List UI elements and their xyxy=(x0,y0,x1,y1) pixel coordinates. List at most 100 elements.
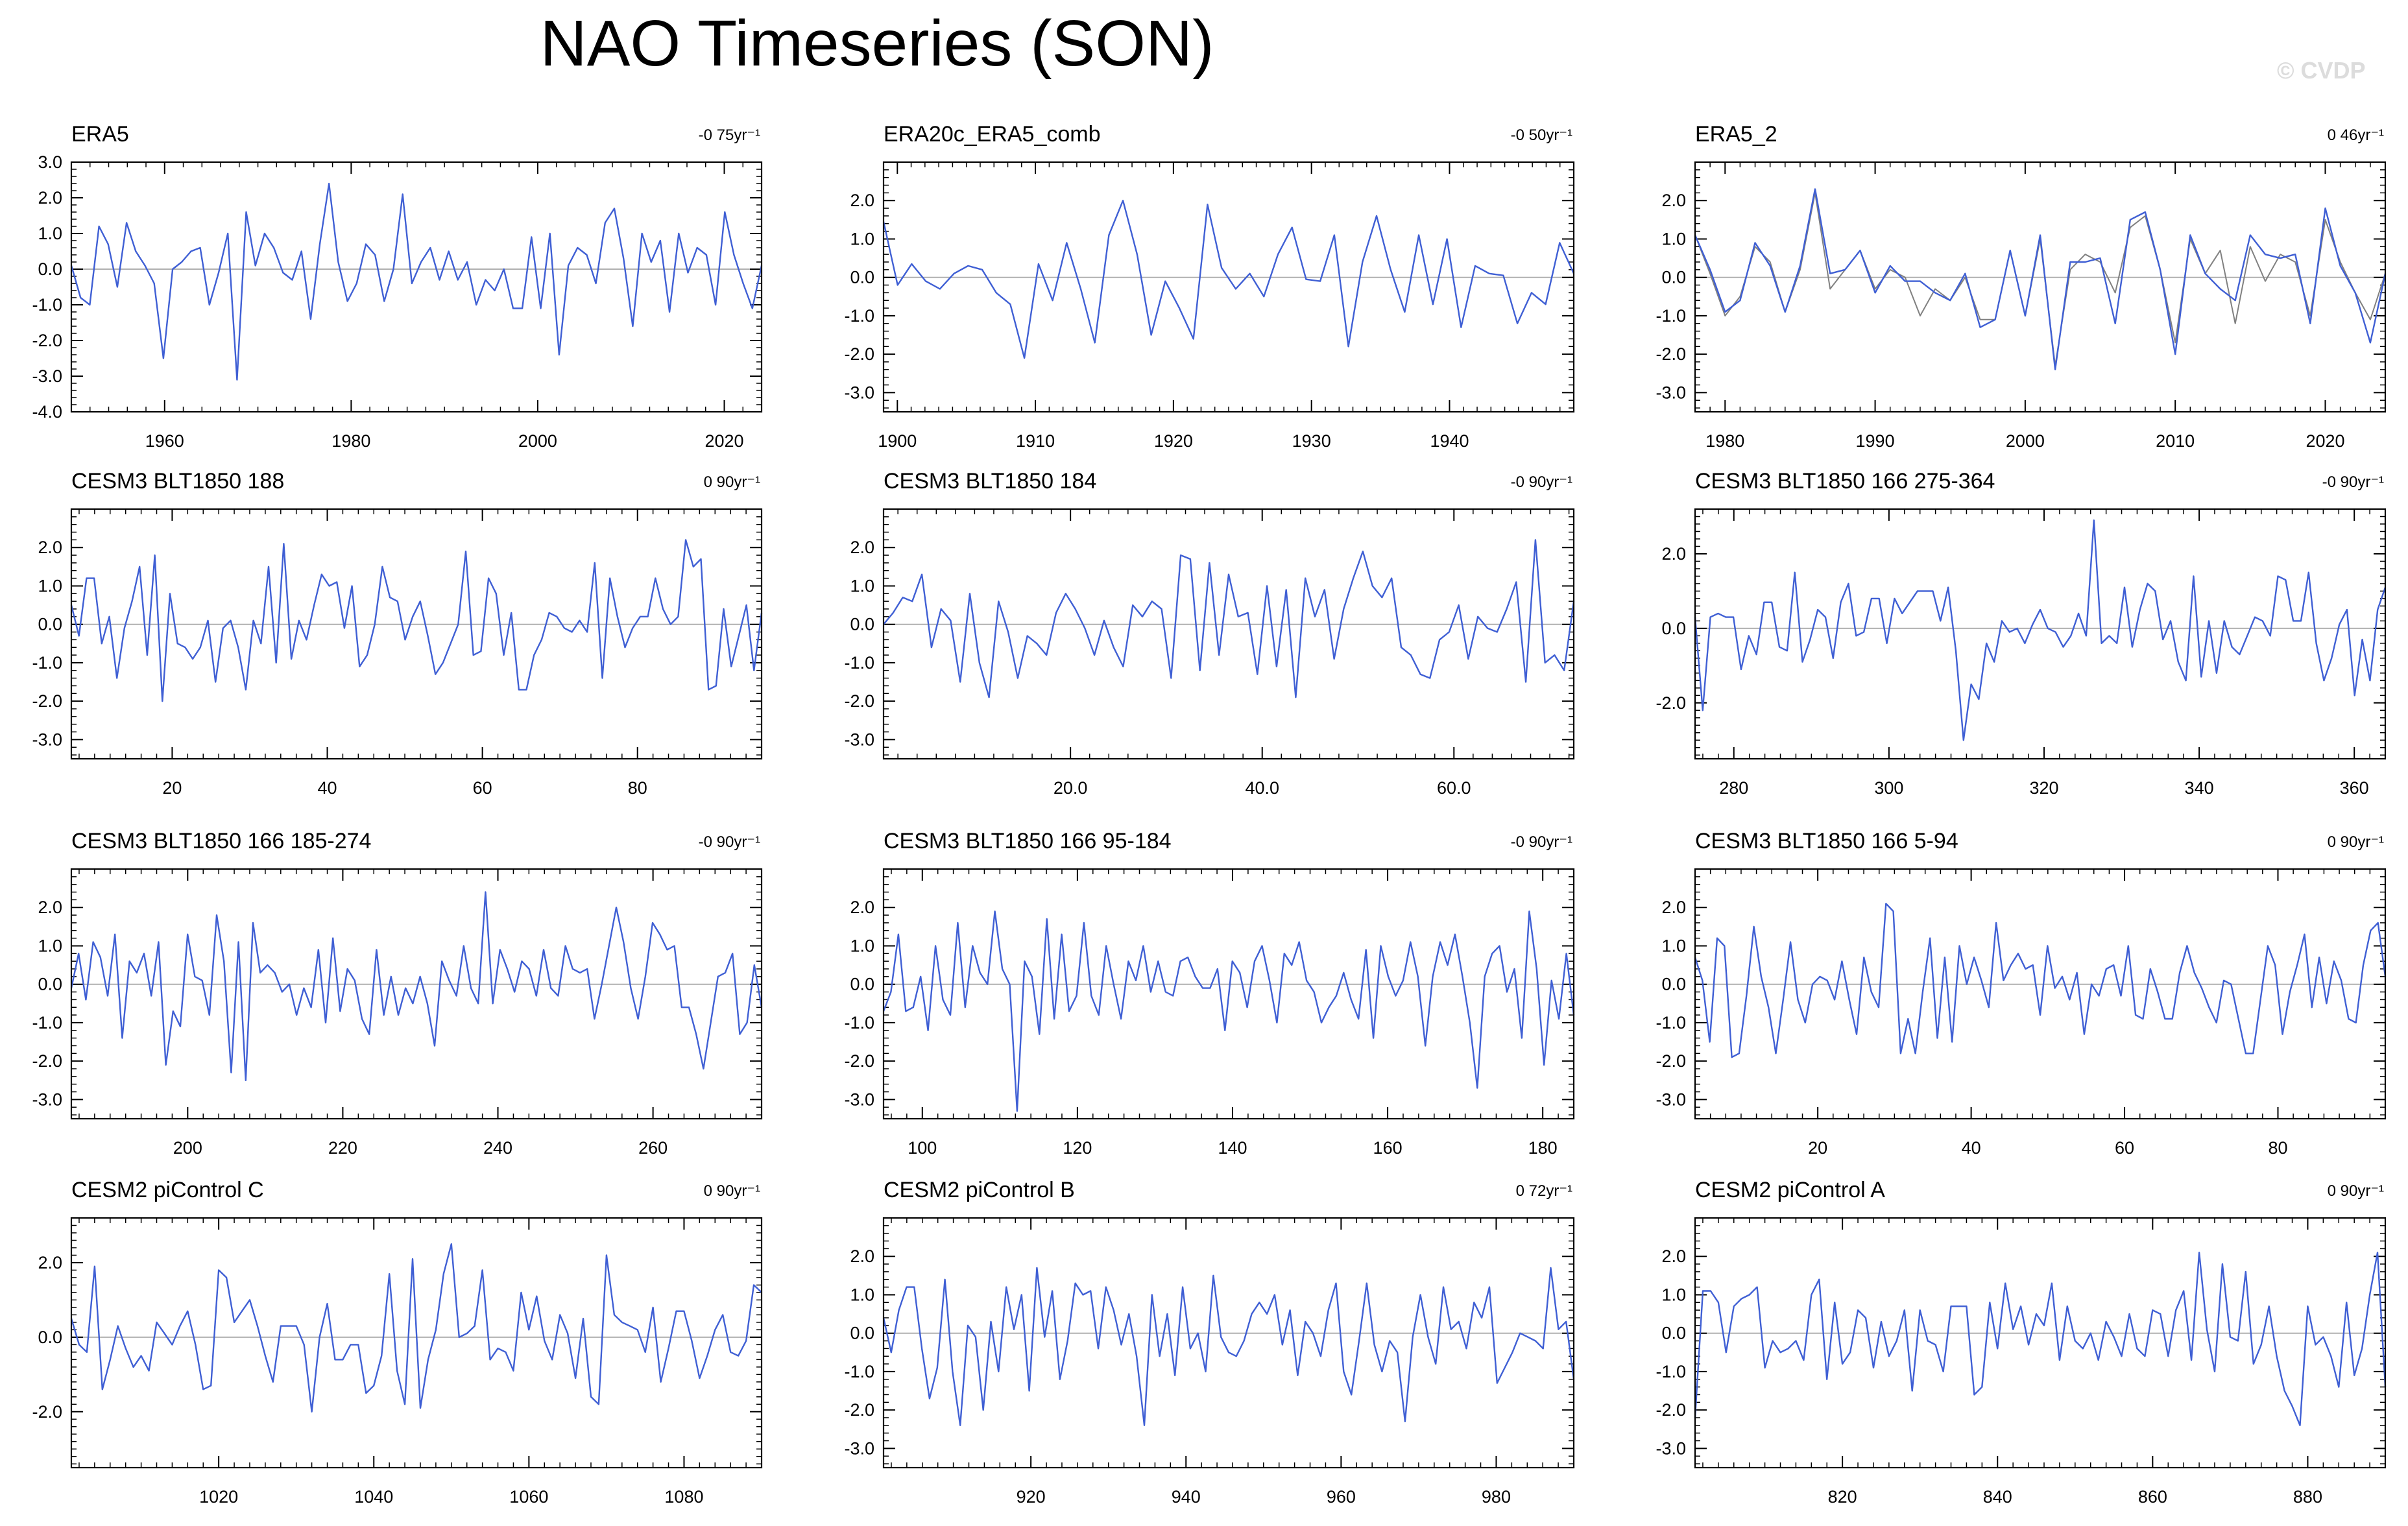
panel-title: CESM3 BLT1850 166 95-184 xyxy=(884,829,1172,853)
y-tick-label: -2.0 xyxy=(844,1400,874,1420)
x-tick-label: 2020 xyxy=(2306,431,2344,451)
y-tick-label: -2.0 xyxy=(844,1051,874,1071)
y-tick-label: -1.0 xyxy=(844,653,874,673)
x-tick-label: 140 xyxy=(1218,1138,1247,1158)
x-tick-label: 860 xyxy=(2138,1487,2167,1507)
y-tick-label: 1.0 xyxy=(850,229,874,248)
y-tick-label: 2.0 xyxy=(1661,191,1686,210)
y-tick-label: -3.0 xyxy=(32,366,62,386)
y-tick-label: -1.0 xyxy=(844,1013,874,1032)
x-tick-label: 360 xyxy=(2340,778,2369,798)
x-tick-label: 1940 xyxy=(1430,431,1469,451)
panel-title: ERA20c_ERA5_comb xyxy=(884,122,1101,147)
trend-label: 0 90yr⁻¹ xyxy=(2328,1182,2384,1200)
trend-label: 0 90yr⁻¹ xyxy=(2328,833,2384,851)
panel-title: ERA5 xyxy=(71,122,129,147)
plot-frame xyxy=(70,508,763,760)
series-line xyxy=(70,182,763,381)
panel-title: CESM3 BLT1850 184 xyxy=(884,469,1096,494)
x-tick-label: 2020 xyxy=(704,431,743,451)
plot-frame xyxy=(882,1217,1575,1469)
watermark: © CVDP xyxy=(2277,57,2366,84)
series-line xyxy=(70,891,763,1082)
x-tick-label: 60 xyxy=(473,778,492,798)
y-tick-label: 0.0 xyxy=(850,975,874,994)
x-tick-label: 200 xyxy=(173,1138,202,1158)
trend-label: -0 90yr⁻¹ xyxy=(2322,473,2384,491)
panel-4: CESM3 BLT1850 188 0 90yr⁻¹ 2.0 1.0 0.0 -1.0 -2… xyxy=(32,469,763,798)
y-tick-label: 0.0 xyxy=(38,1328,62,1347)
x-tick-label: 940 xyxy=(1172,1487,1201,1507)
y-tick-label: -1.0 xyxy=(32,295,62,315)
y-tick-label: -2.0 xyxy=(32,331,62,350)
y-tick-label: 2.0 xyxy=(850,898,874,917)
panel-title: CESM2 piControl C xyxy=(71,1178,264,1202)
plot-frame xyxy=(882,868,1575,1120)
y-tick-label: -3.0 xyxy=(844,1438,874,1458)
trend-label: -0 50yr⁻¹ xyxy=(1511,126,1572,144)
y-tick-label: 2.0 xyxy=(850,1246,874,1266)
y-tick-label: -2.0 xyxy=(1655,693,1686,713)
y-tick-label: 0.0 xyxy=(1661,975,1686,994)
x-tick-label: 100 xyxy=(908,1138,937,1158)
y-tick-label: 1.0 xyxy=(1661,936,1686,955)
series-line xyxy=(70,1243,762,1413)
x-tick-label: 1920 xyxy=(1154,431,1193,451)
y-tick-label: 2.0 xyxy=(1661,1246,1686,1266)
y-tick-label: -2.0 xyxy=(1655,1400,1686,1420)
panel-title: ERA5_2 xyxy=(1695,122,1777,147)
x-tick-label: 260 xyxy=(638,1138,668,1158)
y-tick-label: -3.0 xyxy=(1655,1090,1686,1109)
x-tick-label: 2000 xyxy=(518,431,557,451)
x-tick-label: 2000 xyxy=(2006,431,2045,451)
x-tick-label: 160 xyxy=(1373,1138,1403,1158)
x-tick-label: 1980 xyxy=(331,431,370,451)
trend-label: -0 75yr⁻¹ xyxy=(699,126,760,144)
x-tick-label: 820 xyxy=(1828,1487,1857,1507)
y-tick-label: 2.0 xyxy=(38,898,62,917)
y-tick-label: -1.0 xyxy=(844,1362,874,1381)
plot-frame xyxy=(882,161,1575,413)
series-line xyxy=(1694,519,2387,741)
plot-frame xyxy=(882,508,1575,760)
x-tick-label: 1900 xyxy=(878,431,917,451)
x-tick-label: 20 xyxy=(162,778,182,798)
y-tick-label: -1.0 xyxy=(32,653,62,673)
y-tick-label: -2.0 xyxy=(32,1402,62,1422)
x-tick-label: 1910 xyxy=(1016,431,1055,451)
plot-frame xyxy=(1694,1217,2387,1469)
x-tick-label: 80 xyxy=(628,778,647,798)
trend-label: -0 90yr⁻¹ xyxy=(1511,473,1572,491)
trend-label: -0 90yr⁻¹ xyxy=(699,833,760,851)
panel-title: CESM3 BLT1850 188 xyxy=(71,469,284,494)
x-tick-label: 1060 xyxy=(509,1487,548,1507)
trend-label: 0 90yr⁻¹ xyxy=(704,473,760,491)
y-tick-label: 0.0 xyxy=(1661,619,1686,638)
y-tick-label: 1.0 xyxy=(850,936,874,955)
y-tick-label: 0.0 xyxy=(850,268,874,287)
y-tick-label: -1.0 xyxy=(1655,1013,1686,1032)
y-tick-label: 2.0 xyxy=(1661,544,1686,564)
x-tick-label: 80 xyxy=(2268,1138,2287,1158)
y-tick-label: -4.0 xyxy=(32,402,62,422)
x-tick-label: 840 xyxy=(1983,1487,2012,1507)
trend-label: 0 72yr⁻¹ xyxy=(1516,1182,1572,1200)
panel-1: ERA5 -0 75yr⁻¹ 3.0 2.0 1.0 0.0 -1.0 -2.0 -3.0 -4.… xyxy=(32,122,763,451)
y-tick-label: -1.0 xyxy=(1655,1362,1686,1381)
y-tick-label: -2.0 xyxy=(32,1051,62,1071)
series-line xyxy=(882,910,1575,1112)
y-tick-label: 0.0 xyxy=(850,1324,874,1343)
y-tick-label: -3.0 xyxy=(32,730,62,749)
panel-title: CESM2 piControl B xyxy=(884,1178,1075,1202)
y-tick-label: -2.0 xyxy=(844,691,874,711)
panel-12: CESM2 piControl A 0 90yr⁻¹ 2.0 1.0 0.0 -1.0 -2… xyxy=(1655,1178,2387,1507)
y-tick-label: -3.0 xyxy=(844,730,874,749)
y-tick-label: 2.0 xyxy=(38,1253,62,1272)
series-line xyxy=(1694,192,2386,366)
y-tick-label: 1.0 xyxy=(850,1285,874,1304)
y-tick-label: 2.0 xyxy=(38,538,62,557)
panel-10: CESM2 piControl C 0 90yr⁻¹ 2.0 0.0 -2.0 1020 1… xyxy=(32,1178,763,1507)
panel-7: CESM3 BLT1850 166 185-274 -0 90yr⁻¹ 2.0 1.0… xyxy=(32,829,763,1158)
panel-3: ERA5_2 0 46yr⁻¹ 2.0 1.0 0.0 -1.0 -2.0 -3.0 1980 1… xyxy=(1655,122,2387,451)
